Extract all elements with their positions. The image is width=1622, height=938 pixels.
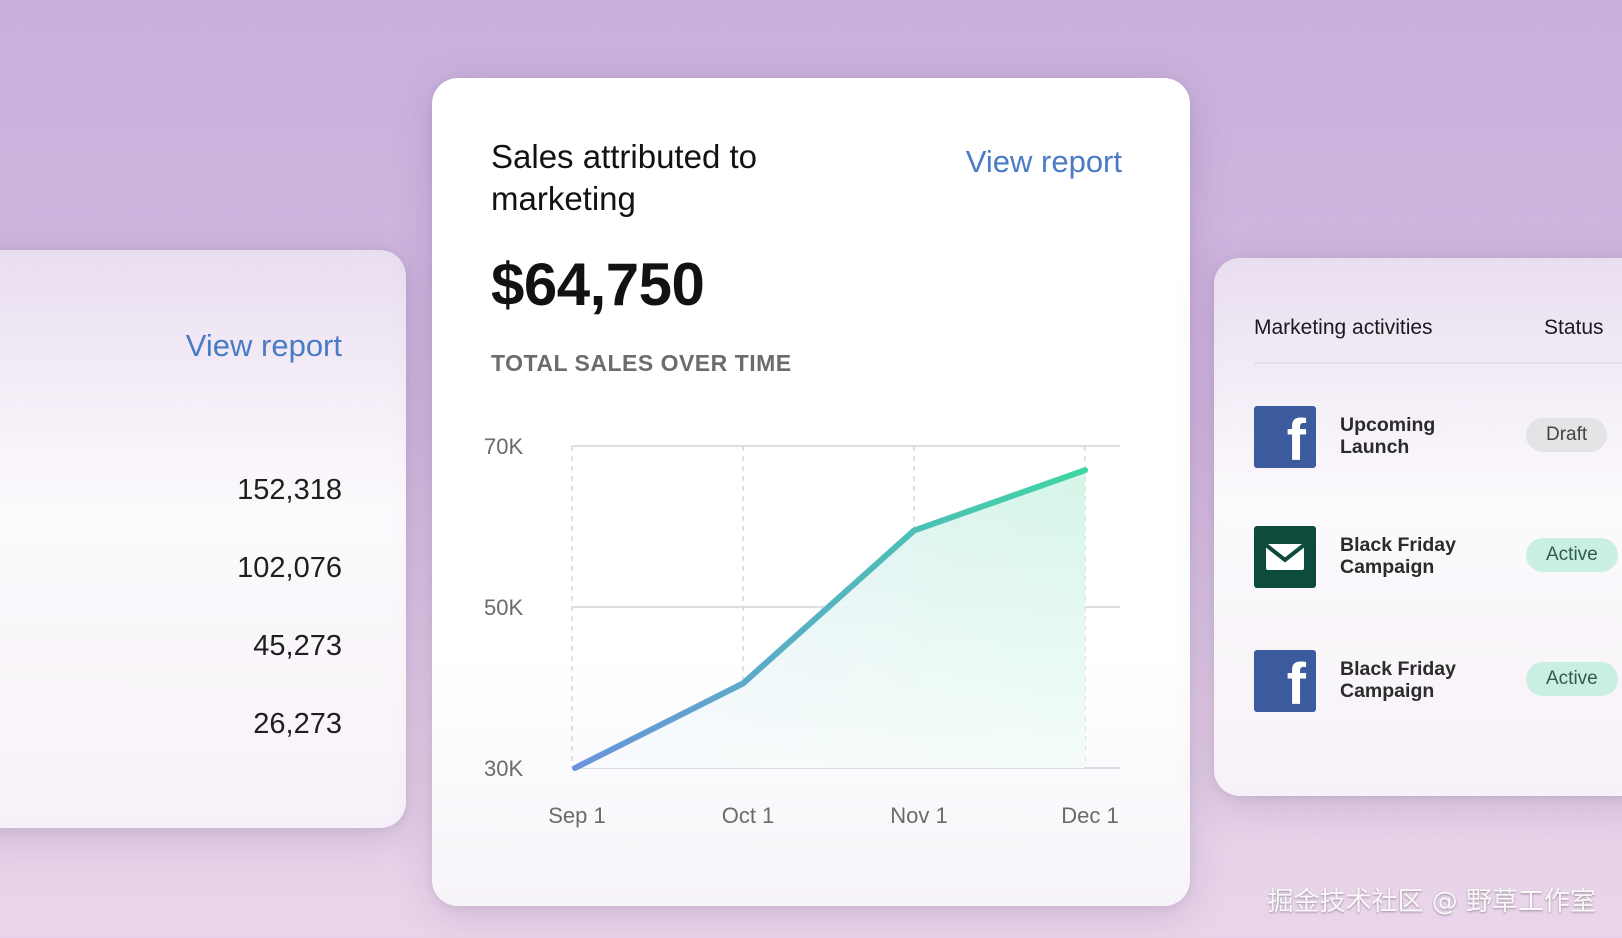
chart-title: TOTAL SALES OVER TIME [491,350,792,376]
x-tick-label: Nov 1 [890,803,947,828]
sales-line [572,467,1088,771]
sales-line-chart: 70K 50K 30K Sep 1 Oct 1 Nov 1 Dec 1 [484,434,1120,828]
card-title: Sales attributed to marketing [491,138,757,217]
activity-label: Black Friday Campaign [1340,658,1456,702]
x-tick-label: Sep 1 [548,803,606,828]
sales-attributed-card: Sales attributed to marketing View repor… [432,78,1190,906]
header-divider [1254,362,1622,364]
activity-row[interactable]: Black Friday Campaign Active [1254,526,1622,588]
x-tick-label: Dec 1 [1061,803,1118,828]
email-icon [1254,526,1316,588]
y-tick-label: 70K [484,434,523,459]
sales-breakdown-card: View report 152,318 102,076 45,273 26,27… [0,250,406,828]
activity-label: Black Friday Campaign [1340,534,1456,578]
marketing-activities-card: Marketing activities Status f Upcoming L… [1214,258,1622,796]
activity-row[interactable]: f Upcoming Launch Draft [1254,406,1622,473]
facebook-icon: f [1254,406,1316,473]
facebook-icon: f [1254,650,1316,717]
view-report-link[interactable]: View report [965,144,1122,179]
metric-value: 45,273 [253,630,342,662]
column-header-status: Status [1544,316,1604,339]
y-tick-label: 30K [484,756,523,781]
metric-value: 26,273 [253,708,342,740]
metric-value: 152,318 [237,474,342,506]
area-fade [575,470,1085,768]
sales-amount: $64,750 [491,251,705,318]
activity-row[interactable]: f Black Friday Campaign Active [1254,650,1622,717]
x-tick-label: Oct 1 [722,803,775,828]
y-tick-label: 50K [484,595,523,620]
activity-label: Upcoming Launch [1340,414,1436,458]
metric-value: 102,076 [237,552,342,584]
status-badge: Active [1526,662,1618,696]
status-badge: Active [1526,538,1618,572]
column-header-activities: Marketing activities [1254,316,1433,339]
view-report-link[interactable]: View report [185,328,342,363]
watermark: 掘金技术社区 @ 野草工作室 [1267,887,1596,917]
status-badge: Draft [1526,418,1608,452]
